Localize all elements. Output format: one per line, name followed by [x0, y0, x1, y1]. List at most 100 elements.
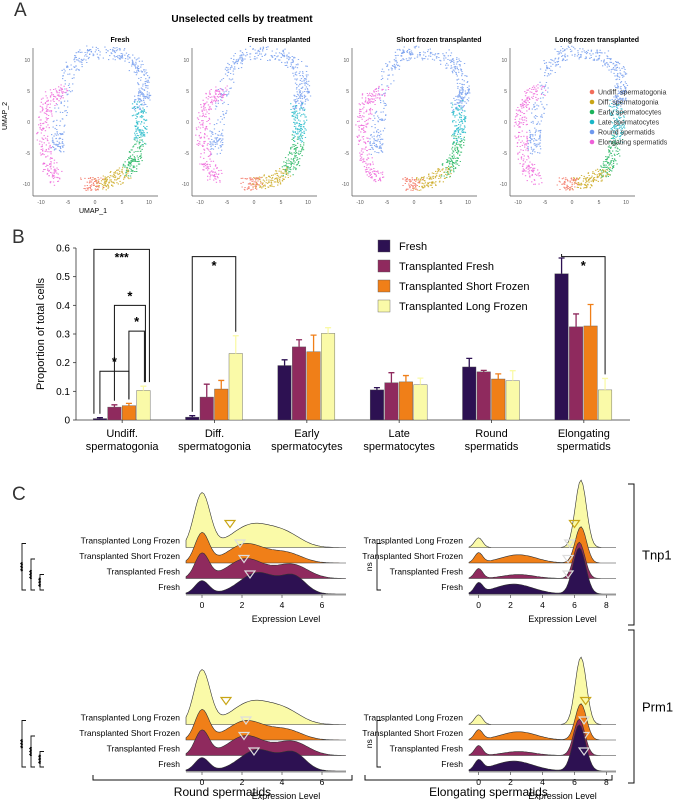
umap-cell-points: [240, 45, 285, 62]
bar-legend-label: Transplanted Short Frozen: [399, 281, 529, 293]
umap-y-tick: 0: [27, 120, 30, 126]
significance-bracket: [128, 330, 145, 400]
ridge-row-label: Transplanted Fresh: [107, 744, 181, 754]
umap-subtitle: Fresh transplanted: [247, 37, 310, 44]
ridge-x-tick-label: 8: [604, 777, 609, 787]
bar-legend-swatch: [377, 259, 391, 273]
ridgeline-panel: Transplanted Long Frozen Transplanted Sho…: [19, 479, 673, 800]
umap-cell-points: [586, 166, 611, 187]
panel-a-letter: A: [14, 0, 27, 21]
umap-y-tick: -10: [23, 182, 30, 188]
ridge-x-tick-label: 0: [476, 600, 481, 610]
umap-cell-points: [132, 91, 151, 111]
bar-legend-label: Transplanted Fresh: [399, 261, 494, 273]
umap-cell-points: [84, 45, 125, 61]
significance-label: *: [581, 258, 587, 273]
umap-legend-label: Elongating spermatids: [598, 140, 668, 147]
ridge-x-axis-label: Expression Level: [252, 791, 321, 800]
error-bar: [402, 374, 409, 382]
umap-legend-label: Undiff. spermatogonia: [598, 90, 666, 97]
umap-x-tick: -5: [225, 200, 230, 206]
bar-3-0: [369, 389, 384, 421]
significance-bracket: [99, 370, 130, 414]
bar-4-1: [476, 371, 491, 421]
ridge-significance-label: ***: [28, 746, 37, 756]
umap-cell-points: [371, 63, 396, 140]
umap-y-tick: 5: [346, 89, 349, 95]
umap-x-tick: -10: [514, 200, 521, 206]
error-bar: [203, 383, 210, 398]
umap-subtitle: Long frozen transplanted: [555, 37, 639, 44]
error-bar: [509, 370, 516, 381]
ridge-significance-label: ***: [19, 738, 28, 748]
umap-cell-points: [360, 158, 385, 183]
ridge-plot-Tnp1-round: Transplanted Long Frozen Transplanted Sho…: [79, 492, 347, 624]
umap-cell-points: [605, 135, 624, 166]
umap-cell-points: [438, 49, 463, 74]
umap-x-tick: 0: [94, 200, 97, 206]
umap-legend-label: Diff. spermatogonia: [598, 100, 659, 107]
ridge-x-tick-label: 4: [540, 600, 545, 610]
bar-category-label: spermatocytes: [271, 441, 343, 453]
error-bar: [587, 303, 594, 326]
umap-cell-points: [133, 121, 148, 146]
umap-cell-points: [514, 98, 531, 134]
umap-y-tick: -10: [500, 182, 507, 188]
umap-y-tick: 10: [501, 58, 507, 64]
umap-plot-2: Fresh transplanted -10 -5 0 5 10 10 5 0 -5 -10: [182, 37, 317, 206]
umap-cell-points: [610, 119, 626, 144]
mean-marker-triangle: [243, 570, 257, 580]
umap-cell-points: [240, 177, 263, 191]
bar-legend-label: Fresh: [399, 241, 427, 253]
umap-xlabel: UMAP_1: [79, 208, 107, 215]
bar-category-label: Undiff.: [106, 428, 138, 440]
umap-legend-swatch: [589, 89, 595, 95]
umap-cell-points: [42, 84, 69, 107]
ridge-x-tick-label: 6: [572, 777, 577, 787]
umap-cell-points: [50, 131, 65, 153]
ridge-ns-label: ns: [364, 739, 374, 748]
bar-0-3: [136, 390, 151, 421]
umap-cell-points: [108, 167, 132, 187]
ridge-plot-Tnp1-elongating: Transplanted Long Frozen Transplanted Sho…: [362, 479, 616, 624]
panel-b-letter: B: [12, 227, 25, 248]
bar-0-1: [107, 406, 122, 421]
mean-marker-triangle: [233, 539, 247, 549]
ridge-x-axis-label: Expression Level: [252, 614, 321, 624]
bar-y-axis-label: Proportion of total cells: [35, 278, 47, 390]
umap-cell-points: [36, 126, 53, 171]
ridge-area: [185, 492, 346, 548]
umap-title: Unselected cells by treatment: [171, 14, 313, 25]
umap-y-tick: 0: [186, 120, 189, 126]
umap-cell-points: [543, 45, 569, 77]
error-bar: [466, 357, 473, 367]
bar-y-tick-label: 0.6: [56, 244, 70, 255]
mean-marker-triangle: [561, 570, 575, 580]
bar-5-2: [583, 325, 598, 421]
error-bar: [140, 385, 147, 391]
bar-category-label: spermatogonia: [178, 441, 252, 453]
umap-x-tick: -10: [37, 200, 44, 206]
bar-category-label: Late: [388, 428, 409, 440]
umap-x-tick: 10: [465, 200, 471, 206]
ridge-significance-bracket: [21, 720, 26, 768]
umap-y-tick: -10: [342, 182, 349, 188]
bar-y-tick-label: 0.2: [56, 358, 70, 369]
umap-cell-points: [357, 97, 373, 133]
ridge-x-tick-label: 4: [540, 777, 545, 787]
bar-chart-panel: 0 0.1 0.2 0.3 0.4 0.5 0.6 Proportion of total c…: [35, 239, 630, 453]
bar-1-0: [185, 416, 200, 421]
umap-cell-points: [611, 66, 629, 101]
ridge-row-label: Transplanted Long Frozen: [81, 536, 181, 546]
bar-y-tick-label: 0.5: [56, 272, 70, 283]
cell-type-label: Elongating spermatids: [429, 785, 548, 799]
mean-marker-triangle: [237, 731, 251, 741]
mean-marker-triangle: [247, 747, 261, 757]
umap-cell-points: [205, 85, 228, 105]
umap-x-tick: 5: [280, 200, 283, 206]
umap-y-tick: 5: [186, 89, 189, 95]
significance-label: *: [211, 258, 217, 273]
umap-cell-points: [513, 125, 531, 169]
ridge-x-tick-label: 6: [320, 777, 325, 787]
bar-y-tick-label: 0.3: [56, 330, 70, 341]
